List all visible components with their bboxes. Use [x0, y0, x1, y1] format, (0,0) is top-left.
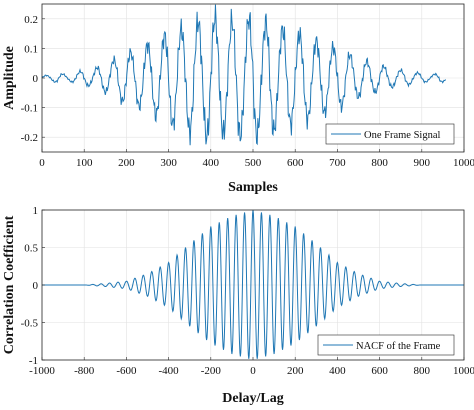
- y-tick-label: -0.2: [21, 132, 38, 144]
- x-tick-label: 1000: [453, 157, 474, 169]
- panel-bottom-x-ticks: -1000 -800 -600 -400 -200 0 200 400 600 800 1000: [29, 357, 474, 377]
- y-tick-label: 1: [33, 205, 39, 217]
- x-tick-label: 200: [118, 157, 135, 169]
- panel-top: 0 100 200 300 400 500 600 700 800 900 1000 -0.2-0.…: [2, 3, 474, 195]
- panel-top-y-ticks: -0.2 -0.1 0 0.1 0.2: [21, 14, 45, 144]
- x-tick-label: 800: [414, 365, 431, 377]
- panel-top-y-label: Amplitude: [2, 46, 17, 110]
- y-tick-label: 0: [33, 73, 39, 85]
- x-tick-label: 0: [39, 157, 45, 169]
- x-tick-label: 400: [329, 365, 346, 377]
- series-line: [41, 4, 447, 146]
- y-tick-label: 0.2: [24, 14, 38, 26]
- x-tick-label: -1000: [29, 365, 55, 377]
- panel-bottom: -1000 -800 -600 -400 -200 0 200 400 600 800 1000 -…: [2, 205, 474, 406]
- panel-top-series: [41, 4, 447, 146]
- y-tick-label: 0.1: [24, 43, 38, 55]
- y-tick-label: -0.5: [21, 318, 39, 330]
- x-tick-label: 0: [250, 365, 256, 377]
- panel-bottom-legend-label: NACF of the Frame: [356, 341, 441, 352]
- x-tick-label: 200: [287, 365, 304, 377]
- x-tick-label: -600: [116, 365, 137, 377]
- x-tick-label: -400: [159, 365, 180, 377]
- x-tick-label: 900: [414, 157, 431, 169]
- x-tick-label: 400: [203, 157, 220, 169]
- panel-bottom-y-label: Correlation Coefficient: [2, 215, 17, 354]
- x-tick-label: -800: [74, 365, 95, 377]
- y-tick-label: -1: [29, 355, 38, 367]
- x-tick-label: 800: [371, 157, 388, 169]
- x-tick-label: 500: [245, 157, 262, 169]
- panel-top-x-ticks: 0 100 200 300 400 500 600 700 800 900 1000: [39, 149, 474, 169]
- panel-bottom-legend: NACF of the Frame: [317, 334, 455, 356]
- y-tick-label: 0.5: [24, 243, 38, 255]
- panel-bottom-y-ticks: -1 -0.5 0 0.5 1: [21, 205, 45, 367]
- x-tick-label: -200: [201, 365, 222, 377]
- x-tick-label: 1000: [453, 365, 474, 377]
- x-tick-label: 600: [371, 365, 388, 377]
- panel-top-legend-label: One Frame Signal: [364, 130, 440, 141]
- panel-top-legend: One Frame Signal: [325, 123, 455, 145]
- x-tick-label: 700: [329, 157, 346, 169]
- x-tick-label: 300: [160, 157, 177, 169]
- x-tick-label: 600: [287, 157, 304, 169]
- panel-top-legend-box: [325, 123, 455, 145]
- panel-top-x-label: Samples: [228, 180, 278, 195]
- y-tick-label: -0.1: [21, 103, 38, 115]
- x-tick-label: 100: [76, 157, 93, 169]
- panel-bottom-x-label: Delay/Lag: [222, 391, 283, 406]
- y-tick-label: 0: [33, 280, 39, 292]
- panel-bottom-legend-box: [317, 334, 455, 356]
